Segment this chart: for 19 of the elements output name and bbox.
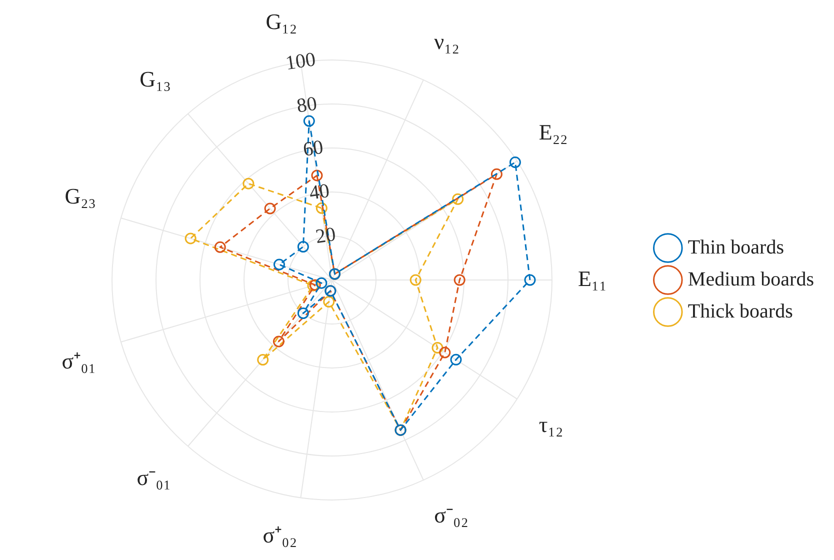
spoke-label: G₂₃ [64,183,96,208]
legend-label: Thick boards [688,300,794,322]
y-tick-label: 40 [308,180,331,204]
y-tick-label: 80 [295,92,318,118]
y-tick-label: 20 [314,223,338,248]
spoke-label: G₁₂ [266,9,297,34]
y-tick-label: 100 [284,48,317,75]
spoke-label: σ⁻₀₁ [136,464,171,490]
spoke-label: τ₁₂ [538,412,564,437]
spoke-label: ν₁₂ [434,28,460,54]
y-tick-label: 60 [302,136,325,161]
spoke-label: σ⁺₀₁ [62,348,96,374]
spoke-label: E₂₂ [538,120,568,145]
spoke-label: E₁₁ [578,266,607,291]
legend-label: Medium boards [688,268,814,290]
spoke-label: σ⁺₀₂ [262,522,297,548]
legend-label: Thin boards [688,236,784,258]
spoke-label: G₁₃ [140,66,171,92]
spoke-label: σ⁻₀₂ [434,502,468,528]
